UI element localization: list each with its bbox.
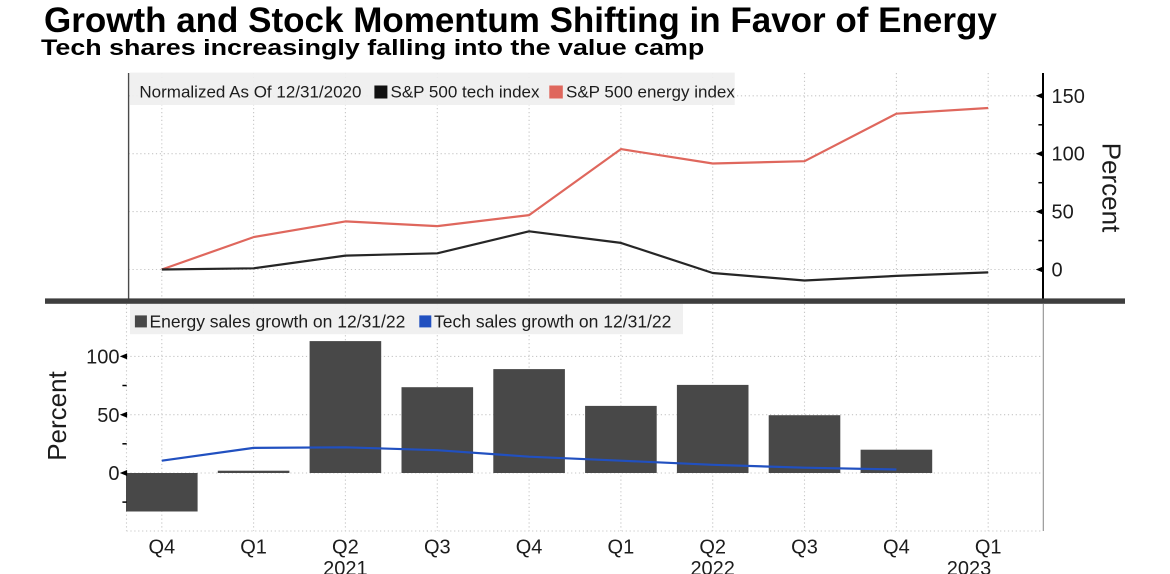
svg-text:50: 50	[97, 405, 119, 427]
svg-text:Q4: Q4	[516, 537, 543, 559]
svg-text:Q4: Q4	[883, 537, 910, 559]
svg-text:Q1: Q1	[975, 537, 1002, 559]
svg-text:Q2: Q2	[332, 537, 359, 559]
svg-text:100: 100	[86, 347, 119, 369]
svg-text:50: 50	[1052, 202, 1074, 224]
svg-text:2023: 2023	[947, 558, 992, 574]
svg-text:Q2: Q2	[699, 537, 726, 559]
svg-text:S&P 500 energy index: S&P 500 energy index	[566, 83, 735, 102]
svg-text:Percent: Percent	[42, 370, 72, 460]
svg-text:S&P 500 tech index: S&P 500 tech index	[391, 83, 541, 102]
svg-text:Q1: Q1	[608, 537, 635, 559]
svg-text:Q1: Q1	[240, 537, 267, 559]
svg-text:0: 0	[1052, 260, 1063, 282]
svg-text:2022: 2022	[690, 558, 735, 574]
svg-text:Q3: Q3	[424, 537, 451, 559]
svg-text:150: 150	[1052, 86, 1085, 108]
svg-text:Normalized As Of 12/31/2020: Normalized As Of 12/31/2020	[139, 83, 361, 102]
svg-text:0: 0	[108, 463, 119, 485]
svg-text:2021: 2021	[323, 558, 368, 574]
svg-text:Tech sales growth on 12/31/22: Tech sales growth on 12/31/22	[434, 311, 671, 331]
svg-text:100: 100	[1052, 144, 1085, 166]
svg-text:Percent: Percent	[1096, 143, 1126, 233]
svg-text:Energy sales growth on 12/31/2: Energy sales growth on 12/31/22	[150, 311, 406, 331]
svg-text:Q3: Q3	[791, 537, 818, 559]
svg-text:Q4: Q4	[148, 537, 175, 559]
